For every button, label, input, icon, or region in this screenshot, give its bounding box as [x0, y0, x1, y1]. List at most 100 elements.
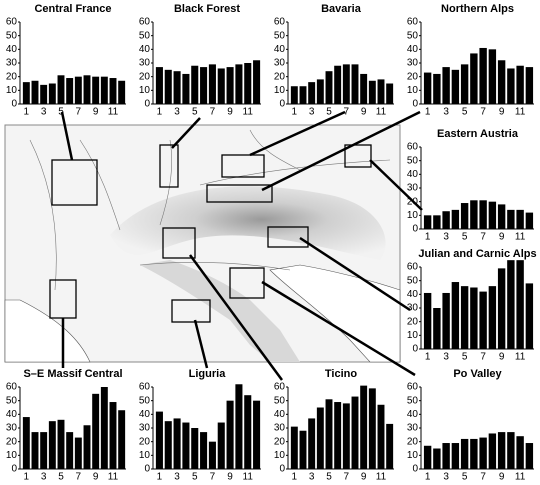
bar	[155, 411, 163, 469]
x-tick-label: 1	[425, 107, 431, 118]
y-tick-label: 50	[6, 395, 18, 406]
x-tick-label: 5	[462, 232, 468, 243]
bar	[31, 432, 39, 469]
y-tick-label: 0	[412, 224, 418, 235]
y-tick-label: 20	[274, 71, 286, 82]
y-tick-label: 40	[6, 409, 18, 420]
x-tick-label: 7	[210, 107, 216, 118]
x-tick-label: 11	[515, 352, 526, 363]
y-tick-label: 20	[407, 196, 419, 207]
chart-title: Bavaria	[321, 3, 362, 15]
bar	[244, 63, 252, 104]
bar	[433, 448, 441, 469]
x-tick-label: 9	[227, 472, 233, 483]
chart-title: Northern Alps	[441, 3, 514, 15]
bar	[451, 282, 460, 349]
bar	[253, 400, 261, 469]
x-tick-label: 11	[376, 472, 387, 483]
x-tick-label: 3	[443, 352, 449, 363]
bar	[22, 82, 30, 104]
bar	[433, 308, 441, 349]
x-tick-label: 3	[309, 107, 315, 118]
bar	[31, 80, 39, 104]
bar	[451, 443, 460, 469]
bar	[100, 76, 108, 104]
x-tick-label: 1	[292, 472, 298, 483]
bar	[433, 73, 441, 104]
y-tick-label: 40	[407, 169, 419, 180]
x-tick-label: 5	[462, 472, 468, 483]
y-tick-label: 0	[412, 344, 418, 355]
y-tick-label: 0	[144, 99, 150, 110]
bar	[525, 212, 534, 229]
bar	[360, 385, 368, 469]
y-tick-label: 20	[139, 71, 151, 82]
x-tick-label: 3	[174, 107, 180, 118]
bar	[118, 80, 126, 104]
y-tick-label: 60	[407, 17, 419, 28]
x-tick-label: 5	[326, 472, 332, 483]
bar	[497, 432, 506, 469]
bar-chart: Eastern Austria 0 10 20 30 40 50 60 1 3 5 7 9 11	[407, 128, 534, 243]
bar	[66, 432, 74, 469]
x-tick-label: 9	[361, 472, 367, 483]
bar	[516, 436, 524, 469]
bar	[442, 292, 450, 349]
bar-chart: Ticino 0 10 20 30 40 50 60 1 3 5 7 9 11	[274, 368, 394, 483]
bar	[488, 433, 497, 469]
x-tick-label: 7	[76, 472, 82, 483]
bar	[525, 67, 534, 104]
bar	[451, 69, 460, 104]
bar	[479, 47, 487, 104]
bar	[164, 421, 172, 469]
region-box	[267, 226, 309, 248]
bar	[460, 286, 469, 349]
x-tick-label: 11	[108, 107, 119, 118]
y-tick-label: 50	[407, 30, 419, 41]
bar	[507, 260, 515, 349]
bar	[368, 80, 376, 104]
bar	[479, 437, 487, 469]
bar	[423, 292, 432, 349]
bar	[48, 83, 56, 104]
x-tick-label: 1	[24, 472, 30, 483]
x-tick-label: 7	[344, 472, 350, 483]
bar	[74, 76, 82, 104]
y-tick-label: 0	[11, 464, 17, 475]
region-box	[162, 227, 196, 259]
bar	[200, 67, 208, 104]
bar	[460, 203, 469, 229]
y-tick-label: 30	[407, 303, 419, 314]
x-tick-label: 3	[41, 107, 47, 118]
bar	[470, 438, 478, 469]
bar	[109, 402, 117, 469]
y-tick-label: 60	[139, 17, 151, 28]
x-tick-label: 11	[515, 232, 526, 243]
y-tick-label: 0	[279, 99, 285, 110]
bar	[516, 209, 524, 229]
bar	[182, 73, 190, 104]
chart-title: Ticino	[325, 368, 357, 380]
y-tick-label: 30	[139, 423, 151, 434]
bar	[83, 425, 91, 469]
connector	[60, 111, 74, 161]
x-tick-label: 5	[462, 107, 468, 118]
x-tick-label: 1	[157, 472, 163, 483]
y-tick-label: 50	[139, 395, 151, 406]
x-tick-label: 7	[480, 472, 486, 483]
bar	[57, 419, 65, 469]
bar	[442, 443, 450, 469]
bar	[191, 428, 199, 469]
bar-chart: Central France 0 10 20 30 40 50 60 1 3 5 7 9 11	[6, 3, 126, 118]
x-tick-label: 9	[93, 472, 99, 483]
rivers	[29, 129, 391, 291]
y-tick-label: 0	[279, 464, 285, 475]
y-tick-label: 10	[139, 85, 151, 96]
bar	[479, 291, 487, 349]
bar	[377, 404, 385, 469]
connector	[299, 236, 411, 312]
y-tick-label: 20	[6, 71, 18, 82]
y-tick-label: 30	[407, 183, 419, 194]
bar	[290, 86, 298, 104]
